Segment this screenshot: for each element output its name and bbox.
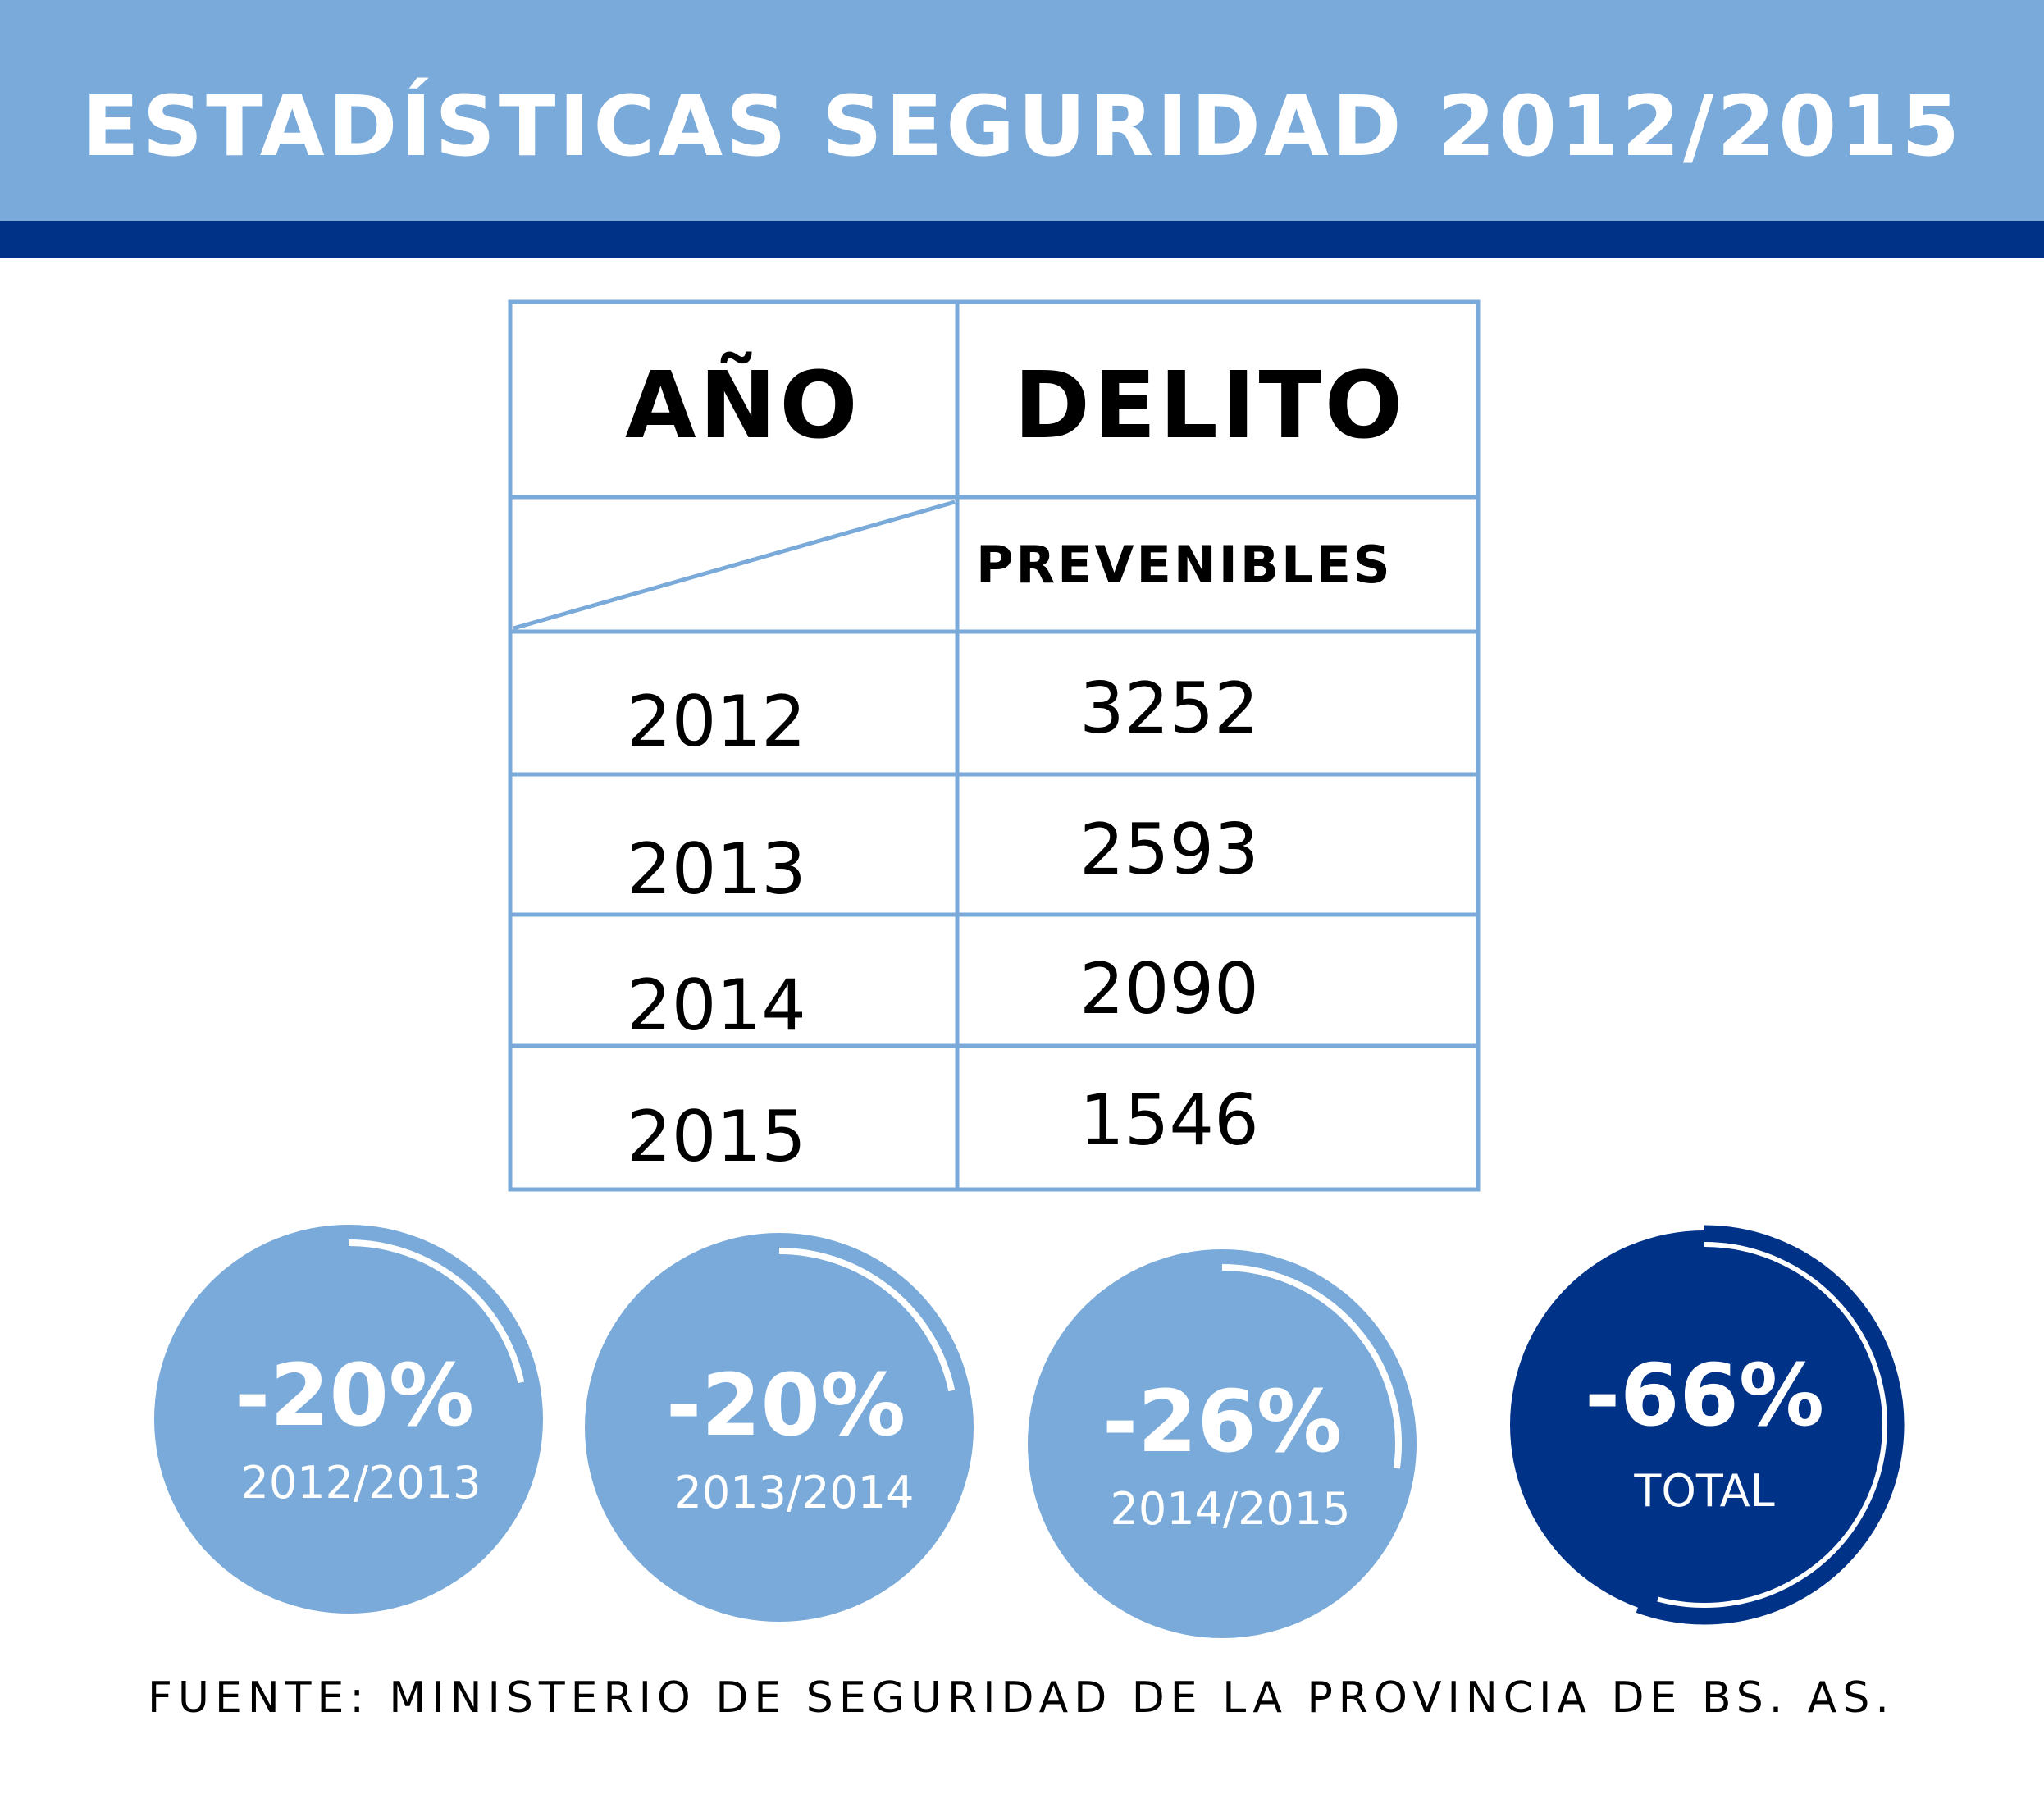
table-cell-value: 2593 bbox=[1079, 809, 1259, 891]
table-cell-year: 2012 bbox=[627, 681, 806, 763]
percentage-period-label: 2014/2015 bbox=[1110, 1483, 1351, 1535]
table-cell-value: 1546 bbox=[1079, 1080, 1259, 1162]
percentage-value: -20% bbox=[234, 1345, 475, 1445]
table-cell-value: 3252 bbox=[1079, 668, 1259, 750]
percentage-value: -20% bbox=[665, 1355, 906, 1455]
table-header-year: AÑO bbox=[625, 353, 861, 459]
percentage-value: -26% bbox=[1102, 1372, 1343, 1472]
table-cell-value: 2090 bbox=[1079, 948, 1259, 1030]
percentage-circle-arc bbox=[1657, 1242, 1888, 1608]
page-title: ESTADÍSTICAS SEGURIDAD 2012/2015 bbox=[82, 78, 1964, 176]
percentage-period-label: 2013/2014 bbox=[673, 1467, 915, 1518]
percentage-circle-outer-ring bbox=[1636, 1225, 1905, 1625]
table-diagonal-line bbox=[513, 500, 956, 631]
percentage-circle-arc bbox=[778, 1248, 956, 1392]
source-note: FUENTE: MINISTERIO DE SEGURIDAD DE LA PR… bbox=[148, 1673, 1895, 1723]
percentage-circle bbox=[1028, 1249, 1417, 1638]
header-banner bbox=[0, 0, 2044, 221]
percentage-circle bbox=[585, 1233, 974, 1622]
table-cell-year: 2015 bbox=[627, 1096, 806, 1178]
table-cell-year: 2014 bbox=[627, 965, 806, 1047]
table-cell-year: 2013 bbox=[627, 829, 806, 911]
header-accent-bar bbox=[0, 221, 2044, 258]
percentage-period-label: 2012/2013 bbox=[240, 1457, 481, 1509]
percentage-circle bbox=[1510, 1230, 1899, 1619]
table-subheader-preventable: PREVENIBLES bbox=[976, 535, 1393, 595]
percentage-period-label: TOTAL bbox=[1634, 1465, 1775, 1517]
percentage-value: -66% bbox=[1584, 1345, 1825, 1445]
table-header-crime: DELITO bbox=[1014, 353, 1407, 459]
percentage-circle-arc bbox=[1221, 1264, 1402, 1469]
percentage-circle-arc bbox=[348, 1239, 525, 1384]
table-border bbox=[508, 299, 1481, 1192]
percentage-circle bbox=[154, 1225, 543, 1614]
